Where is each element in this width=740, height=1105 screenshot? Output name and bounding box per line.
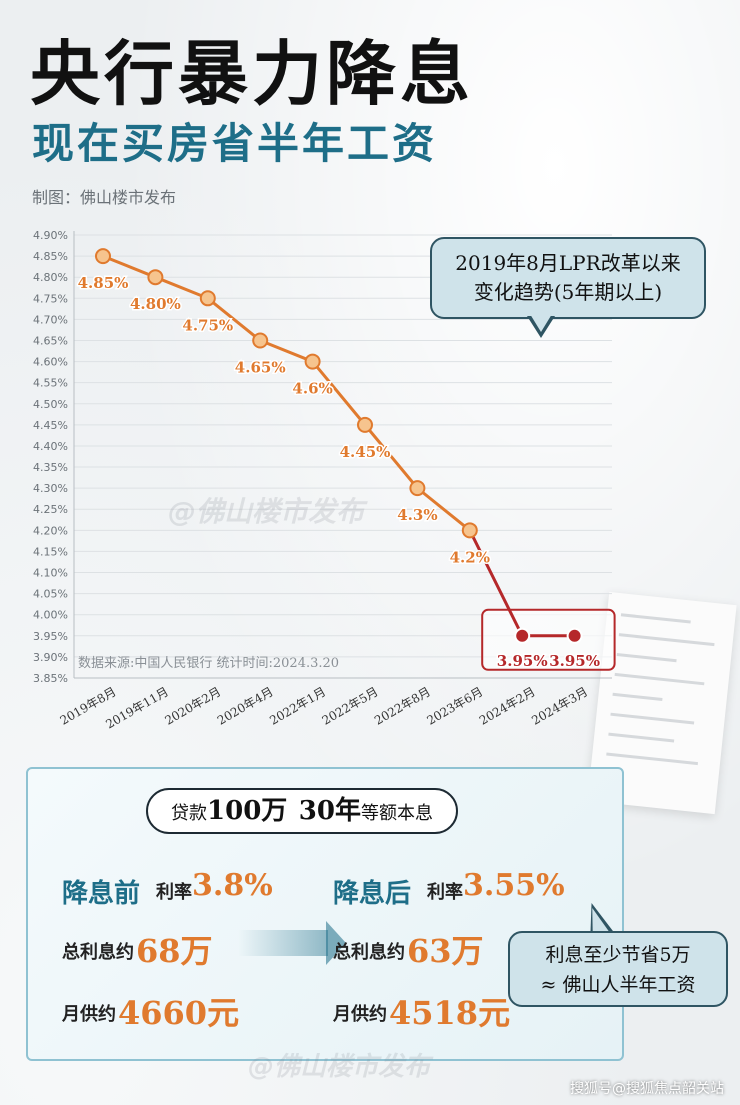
before-interest-label: 总利息约 bbox=[62, 942, 134, 963]
loan-terms-label: 贷款100万 30年等额本息 bbox=[146, 788, 458, 834]
data-point bbox=[357, 416, 373, 433]
y-tick-label: 4.00% bbox=[33, 609, 68, 622]
data-label: 3.95% bbox=[497, 652, 548, 670]
before-interest: 68万 bbox=[136, 932, 213, 970]
data-point bbox=[304, 353, 321, 370]
loan-prefix: 贷款 bbox=[171, 803, 208, 824]
y-tick-label: 4.40% bbox=[33, 440, 68, 453]
after-interest-label: 总利息约 bbox=[333, 942, 405, 963]
x-tick-label: 2023年6月 bbox=[424, 684, 485, 727]
before-rate: 3.8% bbox=[192, 868, 273, 903]
before-monthly: 4660元 bbox=[118, 994, 240, 1032]
data-point bbox=[461, 522, 478, 539]
y-tick-label: 4.15% bbox=[33, 545, 68, 558]
chart-points bbox=[95, 248, 583, 644]
arrow-right-icon bbox=[326, 921, 346, 965]
before-label: 降息前 bbox=[62, 879, 141, 909]
page-subtitle: 现在买房省半年工资 bbox=[32, 119, 438, 168]
y-tick-label: 4.50% bbox=[33, 398, 68, 411]
loan-term: 30年 bbox=[298, 796, 361, 826]
x-tick-label: 2024年3月 bbox=[529, 684, 590, 727]
savings-line-1: 利息至少节省5万 bbox=[545, 944, 691, 966]
chart-callout: 2019年8月LPR改革以来 变化趋势(5年期以上) bbox=[430, 237, 706, 319]
loan-amount: 100万 bbox=[207, 796, 288, 826]
chart-lines bbox=[101, 254, 616, 671]
x-tick-label: 2020年2月 bbox=[162, 684, 223, 727]
savings-line-2: ≈ 佛山人半年工资 bbox=[540, 974, 696, 996]
arrow-band bbox=[238, 930, 328, 956]
page-title: 央行暴力降息 bbox=[30, 33, 474, 115]
y-tick-label: 4.10% bbox=[33, 567, 68, 580]
y-tick-label: 4.70% bbox=[33, 313, 68, 326]
x-tick-label: 2022年1月 bbox=[267, 684, 328, 727]
y-tick-label: 4.85% bbox=[33, 250, 68, 263]
data-label: 3.95% bbox=[549, 652, 600, 670]
data-point bbox=[95, 248, 111, 265]
lpr-line-chart: 4.90%4.85%4.80%4.75%4.70%4.65%4.60%4.55%… bbox=[33, 229, 616, 732]
after-interest: 63万 bbox=[407, 932, 484, 970]
y-tick-label: 4.75% bbox=[33, 292, 68, 305]
series-line-segment bbox=[468, 528, 524, 638]
series-line-segment bbox=[258, 338, 315, 364]
watermark-chart: @佛山楼市发布 bbox=[168, 495, 365, 528]
after-rate: 3.55% bbox=[463, 868, 565, 903]
y-tick-label: 4.30% bbox=[33, 482, 68, 495]
data-label: 4.2% bbox=[450, 548, 490, 566]
data-label: 4.65% bbox=[235, 358, 286, 376]
chart-credit: 制图：佛山楼市发布 bbox=[32, 188, 177, 207]
x-tick-label: 2022年5月 bbox=[320, 684, 381, 727]
savings-callout: 利息至少节省5万 ≈ 佛山人半年工资 bbox=[508, 931, 728, 1007]
callout-line-1: 2019年8月LPR改革以来 bbox=[455, 251, 681, 275]
after-rate-label: 利率 bbox=[427, 882, 463, 903]
data-label: 4.75% bbox=[182, 316, 233, 334]
y-tick-label: 3.90% bbox=[33, 651, 68, 664]
data-point bbox=[566, 627, 583, 644]
before-monthly-label: 月供约 bbox=[62, 1004, 116, 1025]
after-monthly-label: 月供约 bbox=[333, 1004, 387, 1025]
y-tick-label: 4.05% bbox=[33, 588, 68, 601]
x-tick-label: 2024年2月 bbox=[477, 684, 538, 727]
data-point bbox=[409, 480, 426, 497]
data-point bbox=[252, 332, 269, 349]
series-line-segment bbox=[101, 254, 157, 279]
series-line-segment bbox=[311, 360, 367, 427]
x-tick-label: 2022年8月 bbox=[372, 684, 433, 727]
y-tick-label: 4.20% bbox=[33, 524, 68, 537]
data-label: 4.80% bbox=[130, 295, 181, 313]
y-tick-label: 4.35% bbox=[33, 461, 68, 474]
watermark-bottom: @佛山楼市发布 bbox=[248, 1052, 431, 1082]
before-rate-label: 利率 bbox=[156, 882, 192, 903]
chart-data-labels: 4.85%4.80%4.75% 4.65% 4.6% 4.45% 4.3% 4.2% 3.9… bbox=[76, 273, 601, 672]
y-tick-label: 3.85% bbox=[33, 672, 68, 685]
data-label: 4.45% bbox=[340, 443, 391, 461]
y-tick-label: 4.45% bbox=[33, 419, 68, 432]
series-line-segment bbox=[415, 486, 472, 532]
series-line-segment bbox=[153, 275, 210, 300]
after-label: 降息后 bbox=[333, 879, 412, 909]
data-point bbox=[514, 627, 531, 644]
y-tick-label: 4.90% bbox=[33, 229, 68, 242]
series-line-segment bbox=[206, 296, 262, 342]
callout-line-2: 变化趋势(5年期以上) bbox=[473, 280, 663, 304]
series-line-segment bbox=[363, 423, 419, 490]
footer-source: 搜狐号@搜狐焦点韶关站 bbox=[570, 1081, 724, 1097]
data-point bbox=[199, 290, 216, 307]
y-tick-label: 4.60% bbox=[33, 356, 68, 369]
data-label: 4.6% bbox=[292, 380, 332, 398]
callout-tail-inner bbox=[530, 314, 552, 332]
data-point bbox=[147, 269, 164, 286]
chart-source-note: 数据来源:中国人民银行 统计时间:2024.3.20 bbox=[78, 656, 339, 671]
y-tick-label: 4.80% bbox=[33, 271, 68, 284]
data-label: 4.3% bbox=[397, 506, 437, 524]
y-tick-label: 4.55% bbox=[33, 377, 68, 390]
loan-method: 等额本息 bbox=[360, 803, 433, 824]
y-tick-label: 3.95% bbox=[33, 630, 68, 643]
data-label: 4.85% bbox=[78, 274, 129, 292]
y-tick-label: 4.25% bbox=[33, 503, 68, 516]
x-tick-label: 2020年4月 bbox=[215, 684, 276, 727]
y-tick-label: 4.65% bbox=[33, 334, 68, 347]
after-monthly: 4518元 bbox=[389, 994, 511, 1032]
